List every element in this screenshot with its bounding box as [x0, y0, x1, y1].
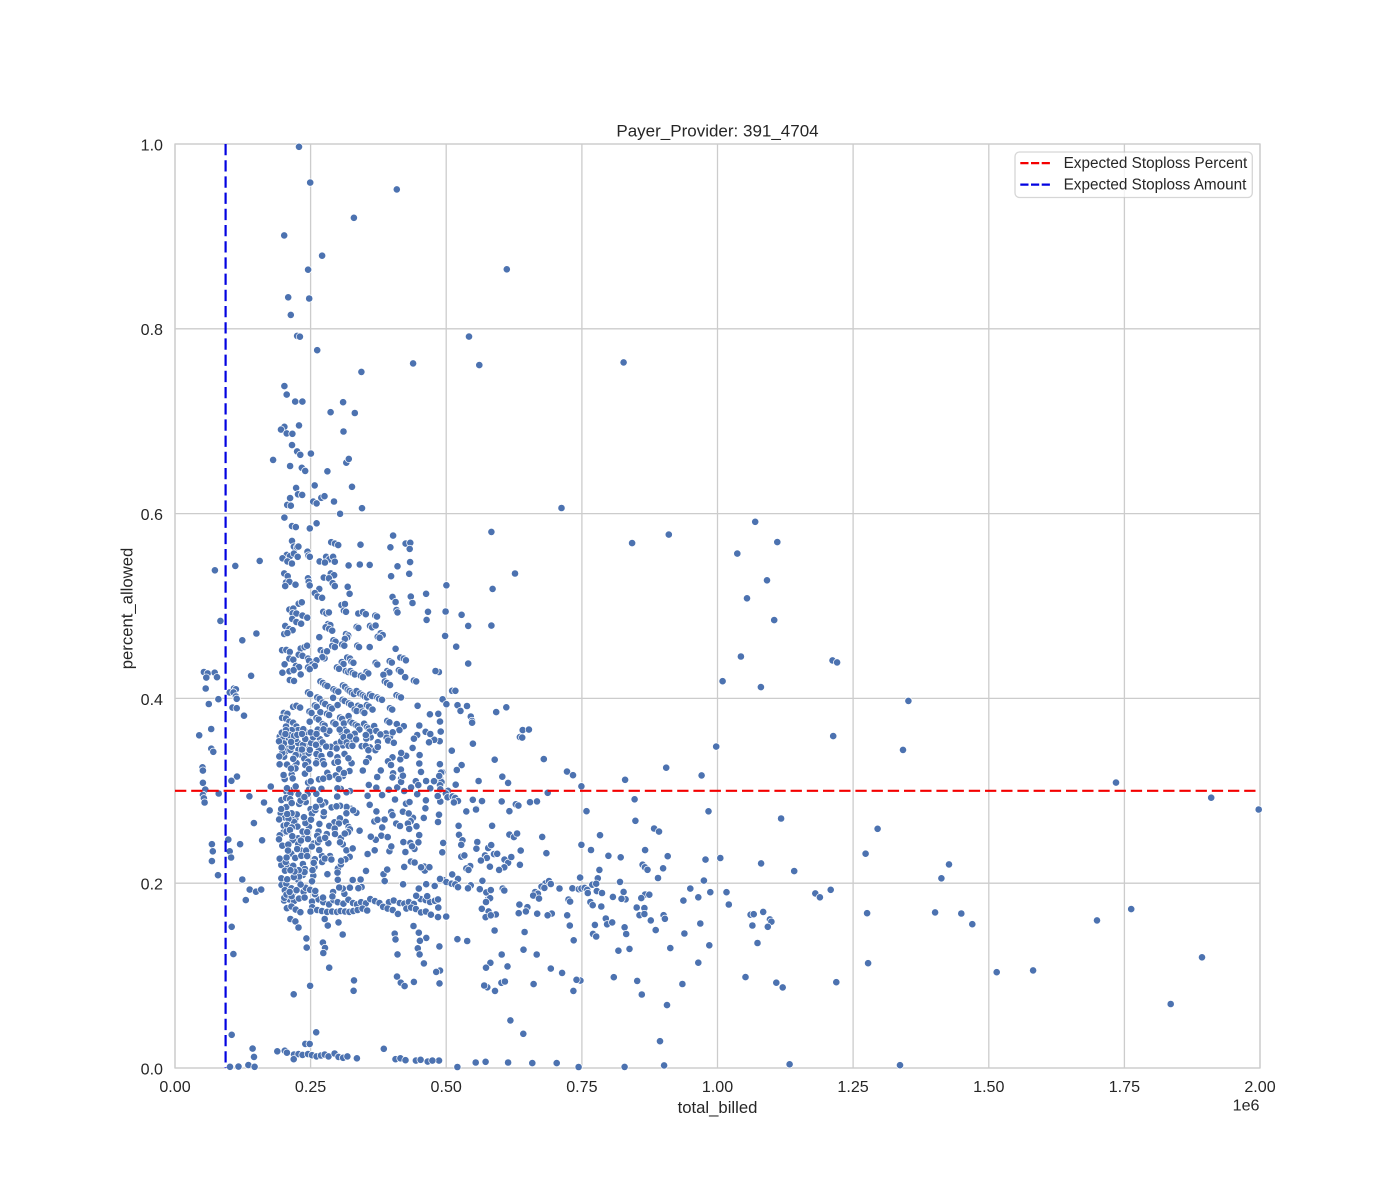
- svg-text:1.75: 1.75: [1109, 1078, 1140, 1096]
- svg-text:0.75: 0.75: [566, 1078, 597, 1096]
- svg-text:2.00: 2.00: [1244, 1078, 1275, 1096]
- svg-text:0.0: 0.0: [141, 1060, 163, 1078]
- svg-text:0.2: 0.2: [141, 876, 163, 894]
- svg-text:0.50: 0.50: [431, 1078, 462, 1096]
- svg-text:percent_allowed: percent_allowed: [118, 548, 137, 670]
- svg-text:Expected Stoploss Percent: Expected Stoploss Percent: [1064, 155, 1248, 172]
- svg-text:0.4: 0.4: [141, 691, 163, 709]
- svg-text:1.50: 1.50: [973, 1078, 1004, 1096]
- svg-text:1.00: 1.00: [702, 1078, 733, 1096]
- svg-text:0.8: 0.8: [141, 321, 163, 339]
- svg-text:total_billed: total_billed: [678, 1098, 758, 1117]
- svg-text:0.00: 0.00: [159, 1078, 190, 1096]
- svg-text:Expected Stoploss Amount: Expected Stoploss Amount: [1064, 177, 1248, 194]
- svg-text:1e6: 1e6: [1233, 1097, 1260, 1115]
- svg-text:1.0: 1.0: [141, 136, 163, 154]
- svg-text:1.25: 1.25: [837, 1078, 868, 1096]
- svg-text:0.25: 0.25: [295, 1078, 326, 1096]
- svg-text:0.6: 0.6: [141, 506, 163, 524]
- svg-text:Payer_Provider: 391_4704: Payer_Provider: 391_4704: [616, 121, 818, 140]
